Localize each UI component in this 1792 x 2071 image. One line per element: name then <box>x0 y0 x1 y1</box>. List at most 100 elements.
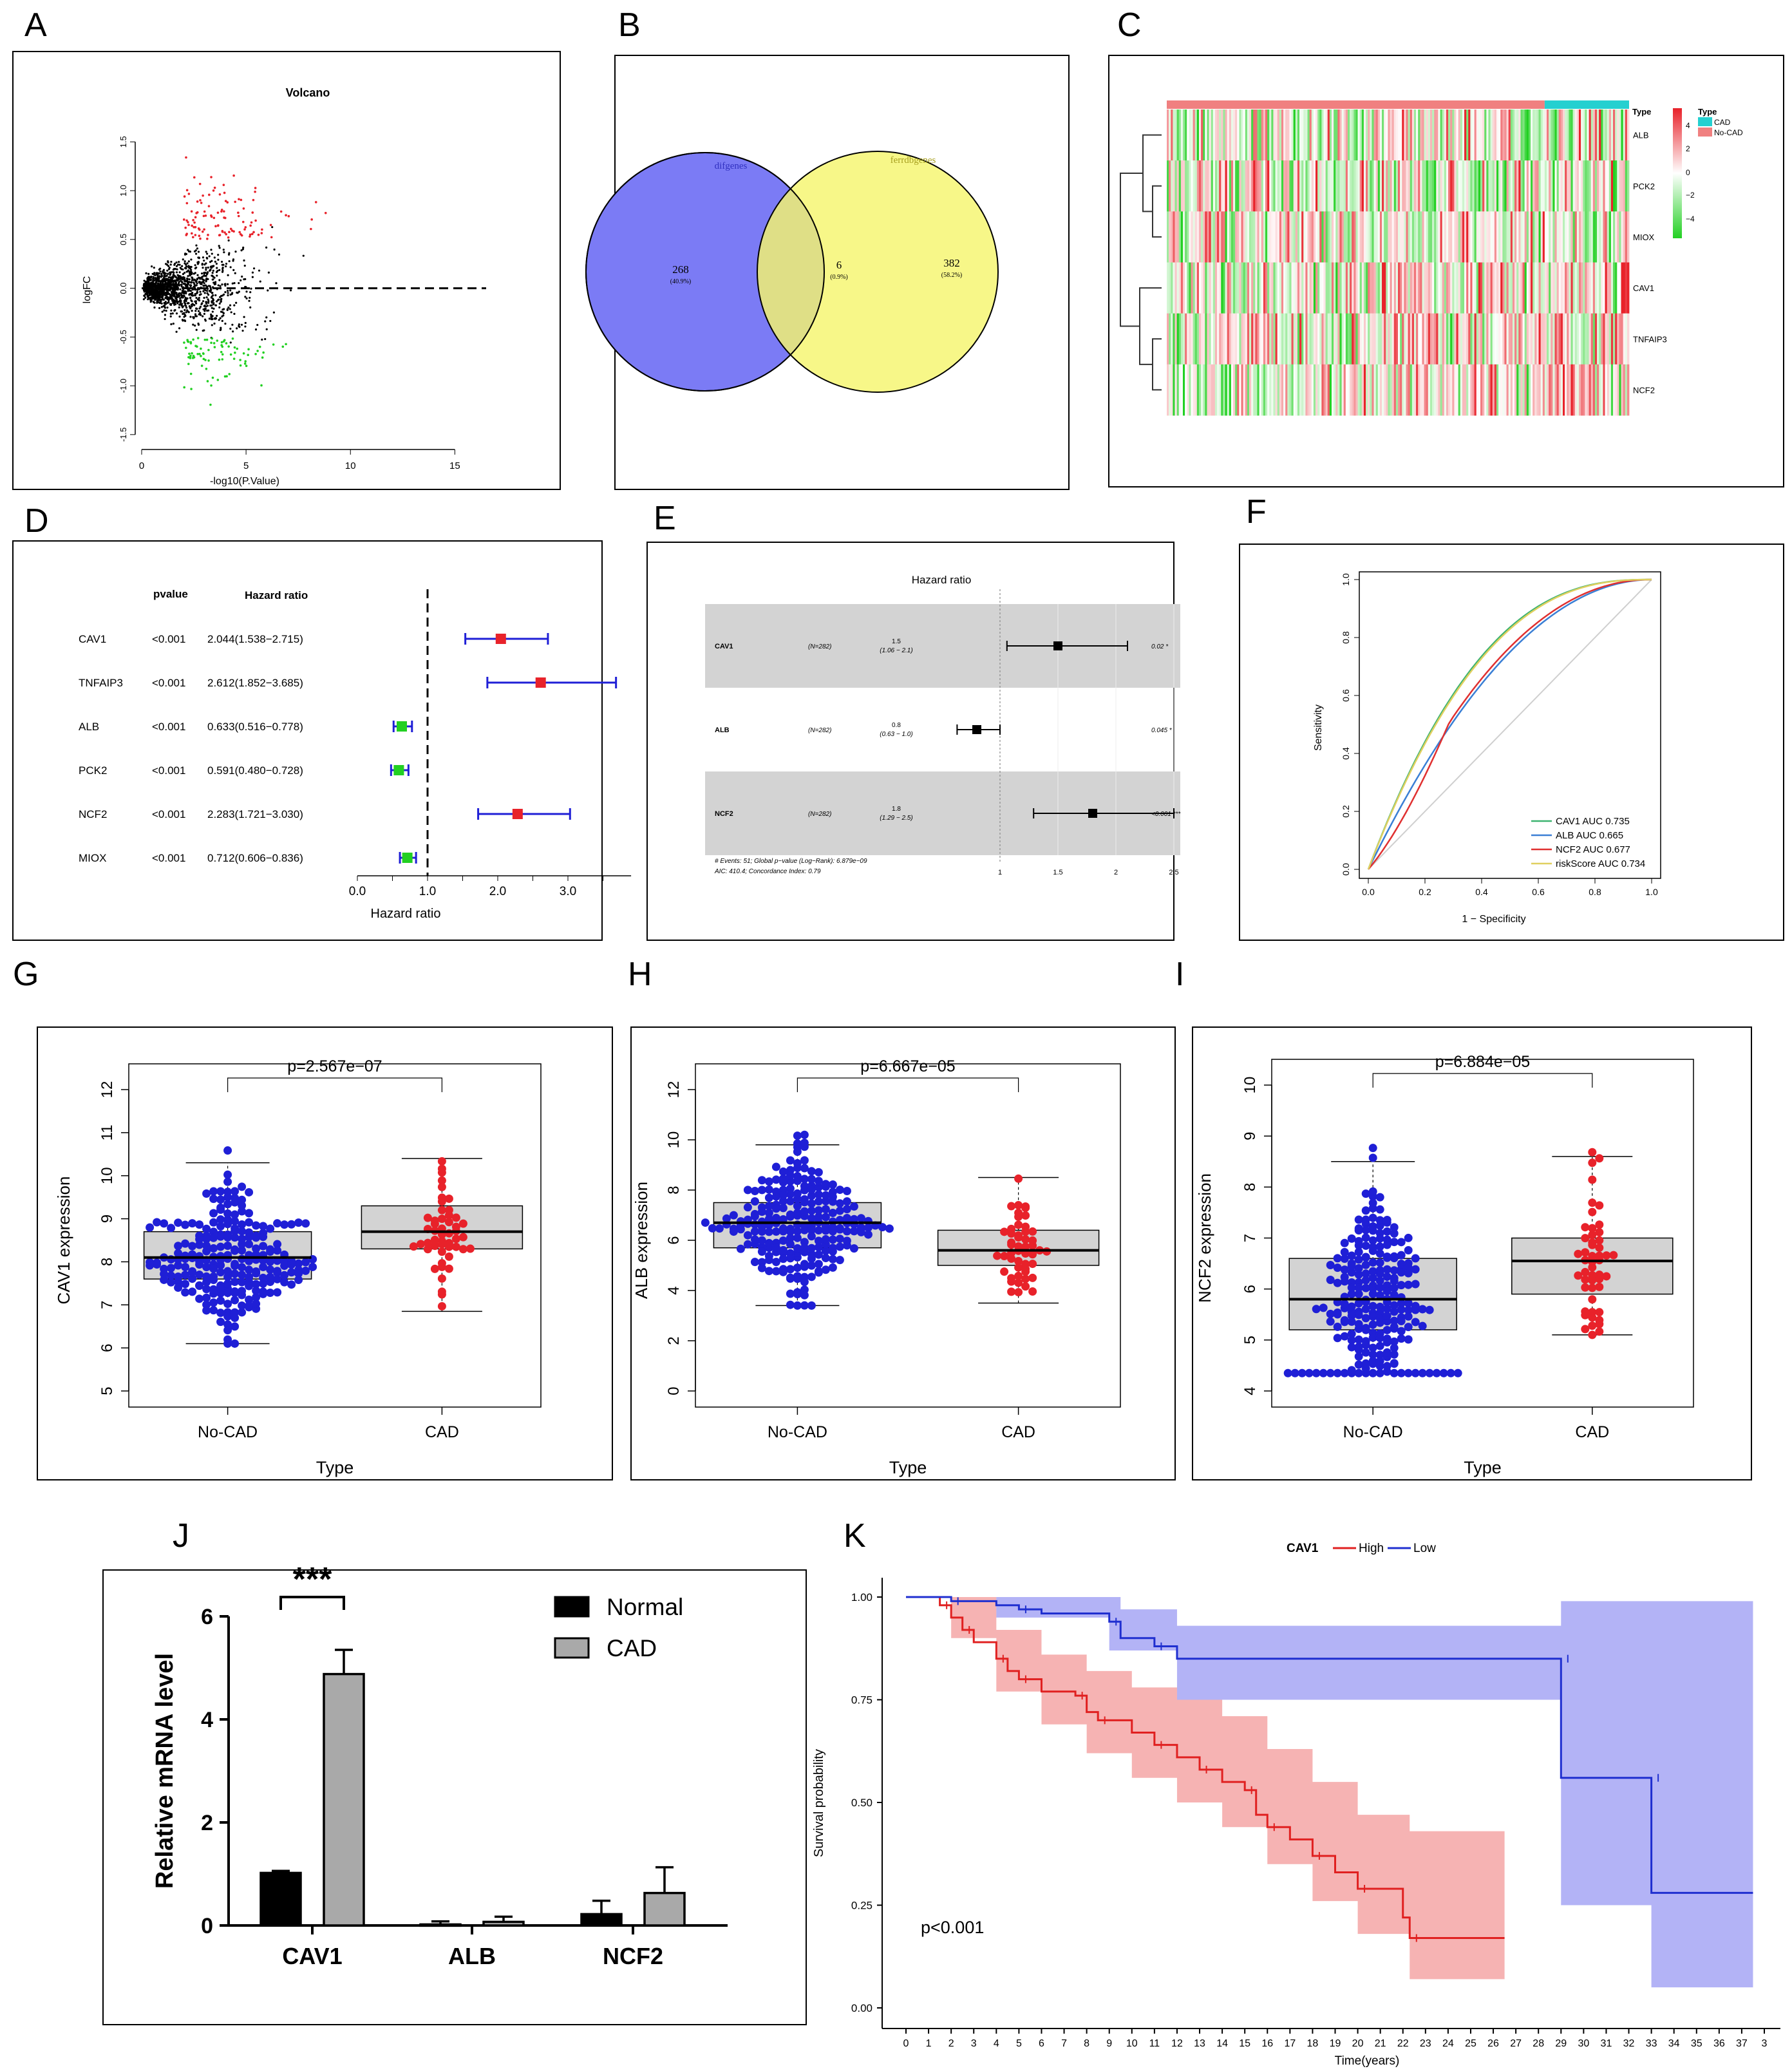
box-xlabel: Type <box>1464 1458 1502 1477</box>
volcano-point-ns <box>205 301 207 303</box>
km-y-tick-label: 0.00 <box>851 2002 872 2014</box>
roc-y-tick-label: 0.2 <box>1341 805 1351 818</box>
volcano-point-ns <box>204 307 207 310</box>
box-data-point <box>828 1244 837 1253</box>
box-data-point <box>1340 1332 1349 1341</box>
heatmap-cell <box>1235 364 1238 416</box>
heatmap-cell <box>1214 262 1218 314</box>
heatmap-cell <box>1343 364 1346 416</box>
volcano-point-down <box>220 350 223 354</box>
heatmap-cell <box>1454 211 1457 263</box>
volcano-point-ns <box>190 273 193 276</box>
roc-frame <box>1359 571 1661 879</box>
heatmap-cell <box>1549 109 1551 161</box>
heatmap-cell <box>1275 313 1278 365</box>
heatmap-cell <box>1520 262 1523 314</box>
heatmap-cell <box>1492 364 1495 416</box>
box-data-point <box>1418 1305 1427 1314</box>
box-data-point <box>1014 1288 1023 1297</box>
box-data-point <box>1354 1343 1363 1352</box>
box-data-point <box>1354 1283 1363 1292</box>
roc-legend-label: ALB AUC 0.665 <box>1556 830 1623 841</box>
heatmap-cell <box>1605 313 1608 365</box>
volcano-point-ns <box>149 278 152 281</box>
heatmap-cell <box>1265 313 1268 365</box>
box-data-point <box>750 1197 759 1206</box>
heatmap-cell <box>1402 262 1404 314</box>
heatmap-cell <box>1432 262 1435 314</box>
volcano-point-ns <box>229 304 232 307</box>
volcano-point-ns <box>163 274 165 277</box>
roc-y-tick-label: 1.0 <box>1341 573 1351 586</box>
box-data-point <box>757 1263 766 1272</box>
volcano-point-ns <box>194 293 196 296</box>
volcano-point-down <box>216 379 220 381</box>
volcano-point-ns <box>170 323 173 326</box>
box-data-point <box>280 1262 289 1271</box>
box-data-point <box>1014 1256 1023 1265</box>
box-data-point <box>1354 1310 1363 1319</box>
bar-category-label: ALB <box>448 1943 496 1969</box>
heatmap-cell <box>1373 364 1377 416</box>
box-data-point <box>238 1271 247 1280</box>
volcano-point-ns <box>153 306 156 309</box>
box-data-point <box>1361 1233 1370 1242</box>
heatmap-cell <box>1257 109 1259 161</box>
heatmap-cell <box>1556 109 1560 161</box>
heatmap-cell <box>1219 313 1221 365</box>
heatmap-cell <box>1214 364 1218 416</box>
box-data-point <box>437 1215 446 1224</box>
heatmap-cell <box>1607 160 1610 212</box>
heatmap-cell <box>1583 211 1585 263</box>
volcano-point-ns <box>191 279 193 281</box>
box-data-point <box>188 1268 197 1277</box>
forest-e-point <box>1088 809 1097 818</box>
heatmap-cell <box>1462 160 1465 212</box>
heatmap-cell <box>1217 160 1220 212</box>
heatmap-cell <box>1219 109 1221 161</box>
box-data-point <box>743 1186 752 1195</box>
volcano-point-down <box>205 338 209 341</box>
volcano-point-up <box>254 187 257 189</box>
heatmap-cell <box>1432 364 1435 416</box>
heatmap-cell <box>1366 364 1368 416</box>
box-ylabel: ALB expression <box>632 1182 651 1299</box>
heatmap-cell <box>1411 211 1415 263</box>
km-x-tick-label: 19 <box>1330 2038 1341 2049</box>
heatmap-cell <box>1448 262 1451 314</box>
heatmap-cell <box>1193 262 1196 314</box>
heatmap-cell <box>1408 211 1411 263</box>
box-data-point <box>238 1301 247 1310</box>
heatmap-cell <box>1352 109 1354 161</box>
heatmap-cell <box>1363 313 1366 365</box>
heatmap-cell <box>1627 211 1630 263</box>
heatmap-cell <box>1211 313 1214 365</box>
heatmap-cell <box>1307 262 1310 314</box>
box-data-point <box>1588 1263 1597 1272</box>
heatmap-cell <box>1391 109 1395 161</box>
box-y-tick-label: 4 <box>665 1286 683 1294</box>
heatmap-cell <box>1558 109 1561 161</box>
km-confidence-band <box>906 1597 1753 1988</box>
volcano-point-ns <box>152 295 155 298</box>
box-y-tick-label: 5 <box>1241 1336 1259 1344</box>
heatmap-cell <box>1490 211 1493 263</box>
volcano-point-ns <box>194 249 197 252</box>
volcano-point-ns <box>164 285 167 288</box>
heatmap-cell <box>1426 262 1429 314</box>
heatmap-cell <box>1391 262 1395 314</box>
heatmap-cell <box>1418 364 1420 416</box>
heatmap-cell <box>1363 160 1366 212</box>
km-survival-curve <box>906 1596 1753 1894</box>
heatmap-cell <box>1343 211 1346 263</box>
box-data-point <box>807 1232 816 1241</box>
volcano-point-ns <box>219 317 222 319</box>
panel-g-frame <box>37 1026 613 1480</box>
heatmap-cell <box>1474 262 1477 314</box>
volcano-point-ns <box>184 283 187 286</box>
heatmap-cell <box>1619 109 1621 161</box>
heatmap-cell <box>1201 109 1203 161</box>
heatmap-cell <box>1169 262 1171 314</box>
heatmap-cell <box>1303 313 1306 365</box>
volcano-point-ns <box>178 306 180 308</box>
